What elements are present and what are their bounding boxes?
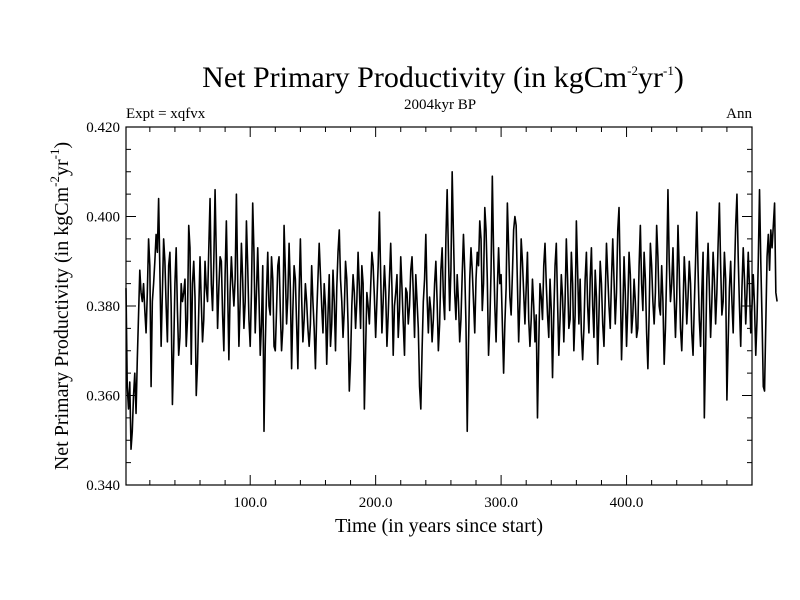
- x-axis-title: Time (in years since start): [335, 515, 543, 537]
- y-axis-title-end: ): [51, 142, 73, 149]
- y-axis: 0.340 0.360 0.380 0.400 0.420: [86, 120, 752, 494]
- y-axis-title-sup2: -1: [47, 149, 62, 160]
- x-tick-label: 100.0: [233, 495, 267, 511]
- season-label: Ann: [726, 106, 752, 122]
- y-axis-title-main: Net Primary Productivity (in kgCm: [51, 186, 73, 470]
- y-tick-label: 0.360: [86, 389, 120, 405]
- y-axis-title-mid: yr: [51, 159, 73, 176]
- chart-subtitle: 2004kyr BP: [404, 97, 476, 113]
- y-axis-title-sup1: -2: [47, 176, 62, 187]
- chart-title-sup1: -2: [627, 63, 638, 78]
- y-tick-label: 0.420: [86, 120, 120, 136]
- x-tick-label: 300.0: [484, 495, 518, 511]
- x-axis: 100.0 200.0 300.0 400.0: [149, 127, 728, 511]
- chart-title-mid: yr: [638, 61, 663, 94]
- chart-title-main: Net Primary Productivity (in kgCm: [202, 61, 627, 94]
- chart-title: Net Primary Productivity (in kgCm-2yr-1): [202, 61, 684, 94]
- x-tick-label: 400.0: [610, 495, 644, 511]
- y-tick-label: 0.340: [86, 478, 120, 494]
- y-tick-label: 0.400: [86, 210, 120, 226]
- y-axis-title: Net Primary Productivity (in kgCm-2yr-1): [47, 142, 73, 470]
- plot-frame: [125, 126, 753, 486]
- x-tick-label: 200.0: [359, 495, 393, 511]
- chart-title-sup2: -1: [663, 63, 674, 78]
- npp-series-line: [125, 170, 778, 450]
- y-tick-label: 0.380: [86, 299, 120, 315]
- experiment-label: Expt = xqfvx: [126, 106, 206, 122]
- chart-title-end: ): [674, 61, 684, 94]
